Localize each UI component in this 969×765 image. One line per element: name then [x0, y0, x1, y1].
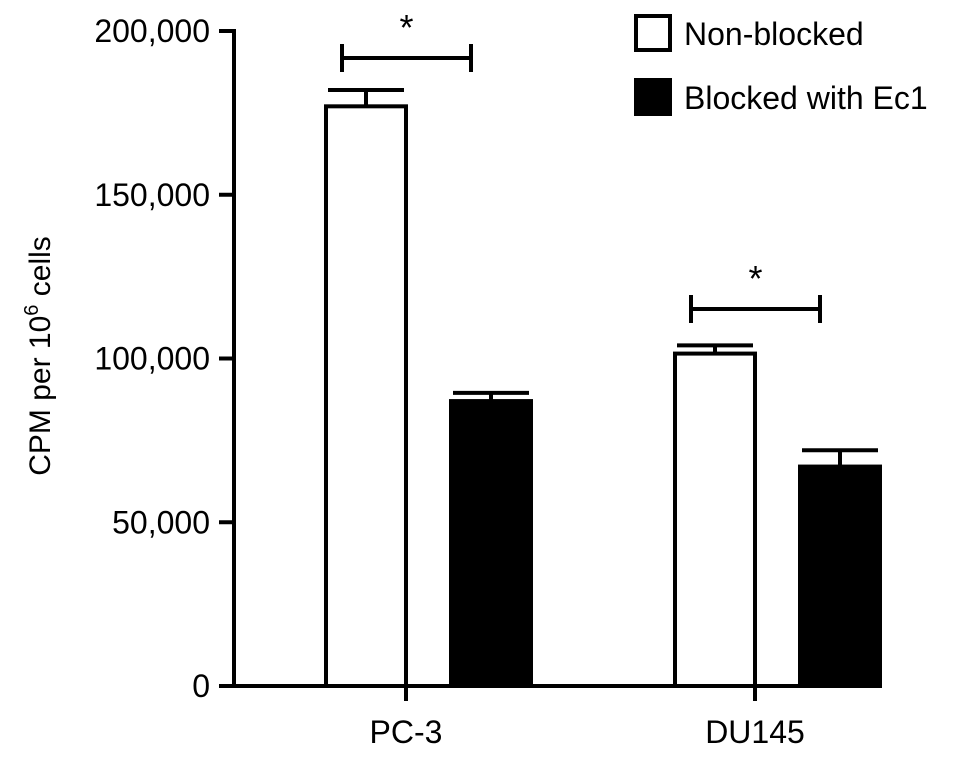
significance-star: * — [399, 7, 413, 48]
bar-non-blocked — [673, 351, 757, 688]
bar-blocked — [798, 464, 882, 689]
bar-blocked — [449, 399, 533, 688]
x-tick-label: PC-3 — [370, 714, 443, 750]
y-tick-label: 50,000 — [112, 504, 210, 540]
axes: 0 50,000 100,000 150,000 200,000 PC-3 DU145 — [94, 13, 870, 750]
y-tick-label: 0 — [192, 668, 210, 704]
y-axis-label: CPM per 106 cells — [21, 236, 57, 476]
legend-swatch-non-blocked — [634, 14, 672, 52]
bars — [324, 87, 882, 689]
y-tick-label: 150,000 — [94, 177, 210, 213]
legend-swatch-blocked — [634, 78, 672, 116]
y-tick-label: 200,000 — [94, 13, 210, 49]
bar-non-blocked — [324, 104, 408, 688]
x-tick-label: DU145 — [705, 714, 805, 750]
significance-star: * — [748, 258, 762, 299]
legend-label: Non-blocked — [684, 16, 864, 52]
significance-markers: ** — [340, 7, 822, 323]
y-tick-label: 100,000 — [94, 341, 210, 377]
legend-label: Blocked with Ec1 — [684, 80, 928, 116]
legend: Non-blocked Blocked with Ec1 — [634, 14, 928, 116]
